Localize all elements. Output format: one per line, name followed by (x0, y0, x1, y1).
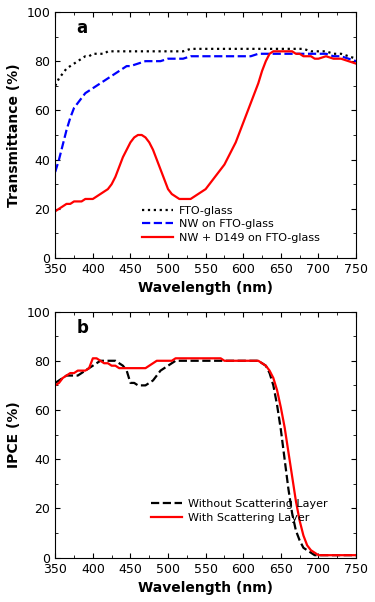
With Scattering Layer (53, 382, 57, 389)
NW + D149 on FTO-glass (241, 119, 246, 126)
FTO-glass (53, 82, 57, 89)
FTO-glass (94, 50, 99, 57)
FTO-glass (234, 45, 238, 52)
With Scattering Layer (316, 551, 321, 559)
Legend: Without Scattering Layer, With Scattering Layer: Without Scattering Layer, With Scatterin… (151, 499, 327, 523)
FTO-glass (354, 55, 358, 63)
Without Scattering Layer (237, 357, 242, 364)
With Scattering Layer (79, 367, 84, 374)
NW on FTO-glass (110, 72, 114, 79)
FTO-glass (346, 52, 351, 60)
With Scattering Layer (91, 355, 95, 362)
Text: a: a (76, 19, 87, 37)
Y-axis label: Transmittance (%): Transmittance (%) (7, 63, 21, 207)
NW + D149 on FTO-glass (151, 146, 155, 154)
With Scattering Layer (203, 355, 208, 362)
NW on FTO-glass (226, 52, 231, 60)
Line: FTO-glass: FTO-glass (55, 49, 356, 85)
NW on FTO-glass (249, 52, 253, 60)
With Scattering Layer (354, 551, 358, 559)
Without Scattering Layer (203, 357, 208, 364)
NW + D149 on FTO-glass (354, 60, 358, 67)
NW on FTO-glass (53, 169, 57, 176)
FTO-glass (188, 45, 193, 52)
Legend: FTO-glass, NW on FTO-glass, NW + D149 on FTO-glass: FTO-glass, NW on FTO-glass, NW + D149 on… (142, 206, 320, 243)
Without Scattering Layer (354, 551, 358, 559)
With Scattering Layer (237, 357, 242, 364)
FTO-glass (110, 48, 114, 55)
NW + D149 on FTO-glass (234, 138, 238, 146)
NW on FTO-glass (113, 70, 118, 77)
NW + D149 on FTO-glass (200, 188, 204, 195)
NW + D149 on FTO-glass (271, 48, 276, 55)
NW + D149 on FTO-glass (53, 208, 57, 215)
Line: NW on FTO-glass: NW on FTO-glass (55, 54, 356, 172)
With Scattering Layer (245, 357, 249, 364)
NW on FTO-glass (354, 58, 358, 65)
NW on FTO-glass (94, 82, 99, 89)
X-axis label: Wavelength (nm): Wavelength (nm) (138, 282, 273, 296)
Without Scattering Layer (98, 357, 103, 364)
Text: b: b (76, 319, 88, 337)
With Scattering Layer (154, 357, 159, 364)
Y-axis label: IPCE (%): IPCE (%) (7, 401, 21, 468)
Line: NW + D149 on FTO-glass: NW + D149 on FTO-glass (55, 51, 356, 211)
With Scattering Layer (282, 424, 287, 431)
FTO-glass (256, 45, 261, 52)
Line: Without Scattering Layer: Without Scattering Layer (55, 361, 356, 555)
FTO-glass (113, 48, 118, 55)
NW on FTO-glass (346, 55, 351, 63)
Without Scattering Layer (53, 379, 57, 386)
Without Scattering Layer (245, 357, 249, 364)
X-axis label: Wavelength (nm): Wavelength (nm) (138, 581, 273, 595)
Line: With Scattering Layer: With Scattering Layer (55, 358, 356, 555)
Without Scattering Layer (282, 456, 287, 463)
Without Scattering Layer (154, 372, 159, 379)
Without Scattering Layer (312, 551, 317, 559)
Without Scattering Layer (79, 370, 84, 377)
NW on FTO-glass (256, 50, 261, 57)
NW + D149 on FTO-glass (282, 48, 287, 55)
NW + D149 on FTO-glass (79, 198, 84, 205)
